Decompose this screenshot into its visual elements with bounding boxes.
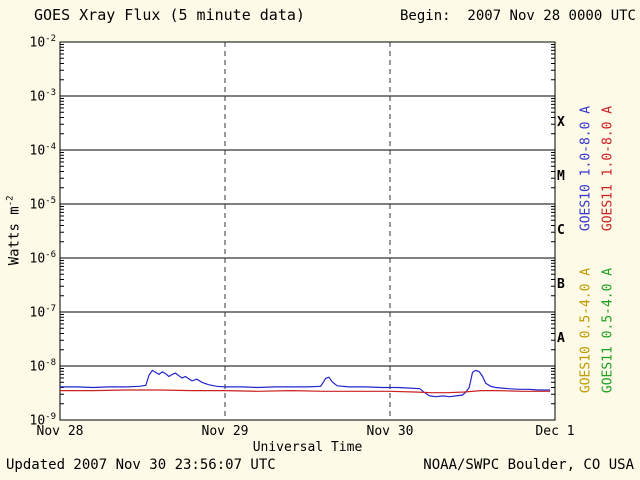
flux-class-m: M [557,169,565,184]
series-goes10-long [60,369,551,398]
chart-title: GOES Xray Flux (5 minute data) [34,6,305,24]
plot-area [59,41,556,421]
flux-class-b: B [557,277,565,292]
y-tick-label: 10-3 [29,88,57,105]
x-tick-label: Nov 30 [366,424,414,439]
flux-class-x: X [557,115,565,130]
legend-goes10-short: GOES10 0.5-4.0 A [578,267,594,394]
y-tick-label: 10-9 [29,412,57,429]
x-axis-title: Universal Time [252,440,363,455]
flux-class-c: C [557,223,565,238]
y-tick-label: 10-5 [29,196,57,213]
updated-timestamp: Updated 2007 Nov 30 23:56:07 UTC [6,457,276,473]
y-tick-label: 10-7 [29,304,57,321]
y-axis-title-exponent: -2 [5,195,16,207]
series-goes11-long [60,389,551,394]
y-axis-title: Watts m-2 [6,150,23,310]
x-tick-label: Dec 1 [535,424,575,439]
legend-goes11-long: GOES11 1.0-8.0 A [600,105,616,232]
y-tick-label: 10-4 [29,142,57,159]
begin-time-label: Begin: 2007 Nov 28 0000 UTC [399,8,636,24]
y-tick-label: 10-2 [29,34,57,51]
y-tick-label: 10-8 [29,358,57,375]
x-tick-label: Nov 28 [36,424,84,439]
organization-label: NOAA/SWPC Boulder, CO USA [423,457,634,473]
y-axis-title-text: Watts m [6,206,23,266]
y-tick-label: 10-6 [29,250,57,267]
flux-class-a: A [557,331,565,346]
x-tick-label: Nov 29 [201,424,249,439]
legend-goes11-short: GOES11 0.5-4.0 A [600,267,616,394]
legend-goes10-long: GOES10 1.0-8.0 A [578,105,594,232]
